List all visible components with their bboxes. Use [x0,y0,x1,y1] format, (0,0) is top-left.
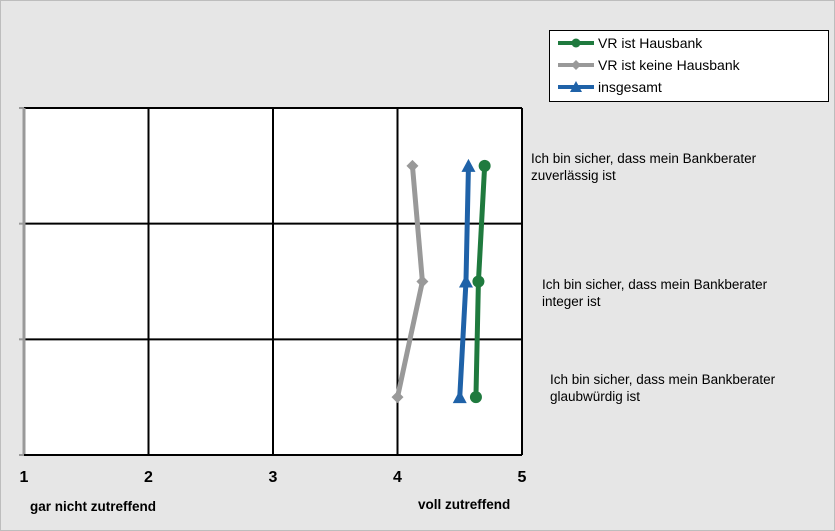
legend-line-green [558,38,594,48]
item-label-line: integer ist [542,294,601,309]
tick-labels: 1 2 3 4 5 [20,469,527,486]
legend-item-insgesamt: insgesamt [556,77,662,97]
legend-item-vr-hausbank: VR ist Hausbank [556,33,702,53]
item-label-line: Ich bin sicher, dass mein Bankberater [531,151,757,166]
legend-label: VR ist Hausbank [598,35,703,51]
data-point [391,391,404,404]
item-label-line: Ich bin sicher, dass mein Bankberater [550,372,776,387]
legend-label: VR ist keine Hausbank [598,57,740,73]
item-label-line: Ich bin sicher, dass mein Bankberater [542,277,768,292]
data-point [458,274,473,288]
data-point [406,159,419,172]
legend: VR ist Hausbank VR ist keine Hausbank in… [549,30,829,102]
item-label-integer: Ich bin sicher, dass mein Bankberater in… [542,276,767,310]
data-point [416,275,429,288]
legend-label: insgesamt [598,79,662,95]
data-point [478,159,491,172]
x-tick-label: 1 [20,469,29,486]
x-axis-label-left: gar nicht zutreffend [30,499,156,514]
x-tick-label: 5 [518,469,527,486]
x-tick-label: 2 [144,469,153,486]
series-group [391,158,491,404]
legend-item-vr-keine-hausbank: VR ist keine Hausbank [556,55,740,75]
x-axis-label-right: voll zutreffend [418,497,510,512]
item-label-line: zuverlässig ist [531,168,616,183]
x-tick-label: 3 [269,469,278,486]
legend-line-gray [558,60,594,70]
data-point [469,391,482,404]
legend-line-blue [558,81,594,92]
item-label-zuverlaessig: Ich bin sicher, dass mein Bankberater zu… [531,150,756,184]
data-point [452,390,467,404]
axes [19,107,522,456]
x-tick-label: 4 [393,469,402,486]
item-label-glaubwuerdig: Ich bin sicher, dass mein Bankberater gl… [550,371,775,405]
item-label-line: glaubwürdig ist [550,389,641,404]
data-point [472,275,485,288]
data-point [461,158,476,172]
